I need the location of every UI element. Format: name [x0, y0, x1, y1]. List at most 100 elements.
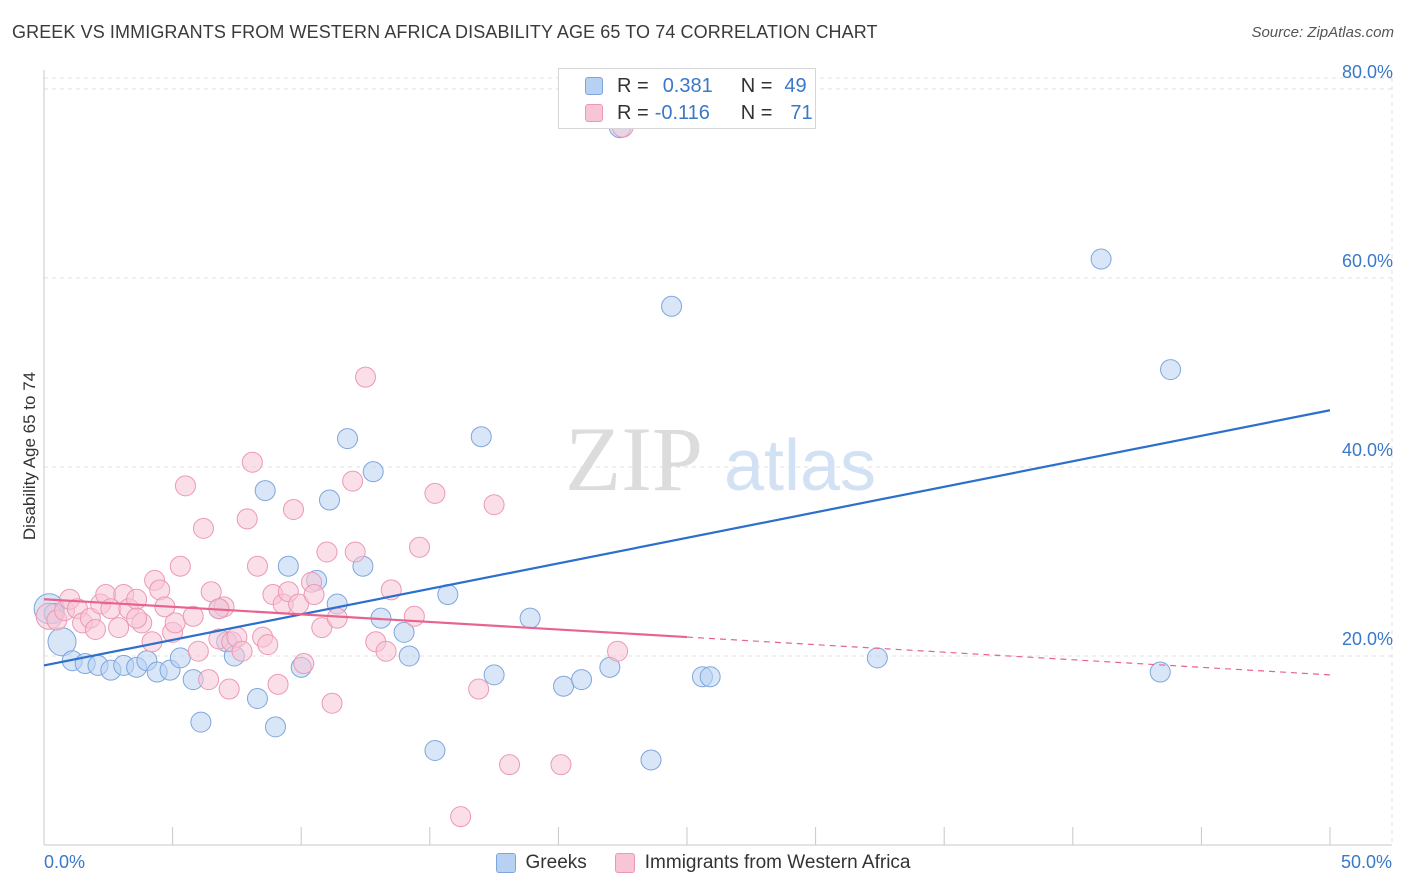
western-africa-point [169, 555, 191, 577]
chart-source: Source: ZipAtlas.com [1251, 24, 1394, 41]
western-africa-point [375, 640, 397, 662]
watermark: ZIP atlas [565, 408, 876, 510]
greeks-point [661, 295, 683, 317]
western-africa-point [550, 754, 572, 776]
greeks-point [519, 607, 541, 629]
y-tick-label: 80.0% [1342, 62, 1393, 82]
legend-swatch-western-africa [585, 104, 603, 122]
x-axis-min-label: 0.0% [44, 852, 86, 872]
western-africa-point [303, 584, 325, 606]
y-axis-title: Disability Age 65 to 74 [20, 371, 39, 541]
greeks-point [699, 666, 721, 688]
greeks-point [393, 621, 415, 643]
western-africa-point [246, 555, 268, 577]
western-africa-trend-line-extension [686, 636, 1331, 676]
western-africa-point [355, 366, 376, 388]
western-africa-point [424, 482, 446, 504]
western-africa-point [126, 607, 148, 629]
legend-n-value: 71 [790, 101, 813, 124]
legend-r-label: R = [617, 74, 649, 97]
series-legend-swatch-greeks [495, 853, 516, 873]
greeks-point [1160, 359, 1182, 381]
greeks-point [169, 647, 191, 669]
western-africa-point [236, 508, 258, 530]
western-africa-point [607, 640, 629, 662]
series-legend-label-western-africa: Immigrants from Western Africa [644, 852, 911, 873]
points-layer [33, 115, 1182, 828]
western-africa-point [403, 605, 425, 627]
legend-n-label: N = [740, 74, 773, 97]
western-africa-point [282, 498, 304, 520]
western-africa-point [344, 541, 366, 563]
legend-n-value: 49 [784, 74, 807, 97]
western-africa-point [84, 619, 106, 641]
greeks-point [398, 645, 420, 667]
western-africa-point [187, 640, 209, 662]
western-africa-point [198, 669, 220, 691]
greeks-point [571, 669, 593, 691]
western-africa-point [450, 806, 472, 828]
greeks-point [264, 716, 286, 738]
greeks-point [336, 428, 358, 450]
greeks-point [1149, 661, 1171, 683]
greeks-point [640, 749, 662, 771]
series-legend-western-africa: Immigrants from Western Africa [614, 852, 911, 874]
chart-title: GREEK VS IMMIGRANTS FROM WESTERN AFRICA … [12, 22, 878, 42]
greeks-point [553, 675, 575, 697]
trend-layer [43, 409, 1331, 676]
western-africa-point [164, 612, 186, 634]
western-africa-point [218, 678, 240, 700]
western-africa-point [182, 605, 204, 627]
y-tick-labels: 20.0% 40.0% 60.0% 80.0% [1342, 62, 1393, 649]
western-africa-point [241, 451, 263, 473]
legend-r-value: 0.381 [662, 74, 713, 97]
y-tick-label: 60.0% [1342, 251, 1393, 271]
y-tick-label: 20.0% [1342, 629, 1393, 649]
greeks-point [866, 647, 888, 669]
series-legend-greeks: Greeks [495, 852, 587, 874]
western-africa-point [409, 536, 431, 558]
greeks-point [483, 664, 505, 686]
western-africa-point [174, 475, 196, 497]
western-africa-point [267, 673, 289, 695]
series-legend-label-greeks: Greeks [525, 852, 587, 873]
greeks-point [246, 688, 268, 710]
western-africa-point [126, 588, 148, 610]
greeks-point [362, 461, 384, 483]
x-axis-max-label: 50.0% [1340, 852, 1392, 872]
western-africa-point [293, 653, 315, 675]
western-africa-trend-line [43, 598, 688, 639]
western-africa-point [257, 634, 279, 656]
western-africa-point [342, 470, 364, 492]
western-africa-point [316, 541, 338, 563]
stats-legend: R = 0.381 N = 49 R = -0.116 N = 71 [558, 68, 816, 129]
greeks-point [470, 426, 492, 448]
legend-row-western-africa: R = -0.116 N = 71 [585, 101, 813, 125]
legend-r-label: R = [617, 101, 649, 124]
greeks-point [424, 739, 446, 761]
series-legend: Greeks Immigrants from Western Africa [0, 852, 1406, 874]
legend-row-greeks: R = 0.381 N = 49 [585, 74, 807, 98]
western-africa-point [192, 517, 214, 539]
western-africa-point [483, 494, 505, 516]
western-africa-point [468, 678, 490, 700]
western-africa-point [231, 640, 253, 662]
western-africa-point [326, 607, 348, 629]
legend-swatch-greeks [585, 77, 603, 95]
axis-layer [43, 70, 1392, 846]
greeks-point [318, 489, 340, 511]
greeks-trend-line [43, 409, 1331, 667]
western-africa-point [108, 617, 130, 639]
greeks-point [190, 711, 212, 733]
series-legend-swatch-western-africa [614, 853, 635, 873]
western-africa-point [311, 617, 333, 639]
greeks-point [277, 555, 299, 577]
y-tick-label: 40.0% [1342, 440, 1393, 460]
legend-r-value: -0.116 [654, 101, 710, 124]
western-africa-point [499, 754, 521, 776]
western-africa-point [321, 692, 343, 714]
greeks-point [254, 480, 276, 502]
greeks-point [1090, 248, 1112, 270]
legend-n-label: N = [740, 101, 773, 124]
